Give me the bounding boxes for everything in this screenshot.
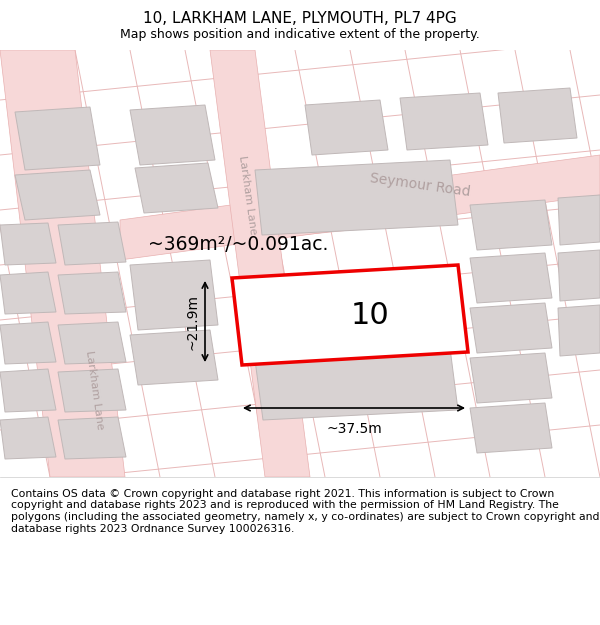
Polygon shape xyxy=(135,163,218,213)
Polygon shape xyxy=(558,195,600,245)
Polygon shape xyxy=(0,50,125,477)
Polygon shape xyxy=(400,93,488,150)
Polygon shape xyxy=(0,417,56,459)
Text: Map shows position and indicative extent of the property.: Map shows position and indicative extent… xyxy=(120,28,480,41)
Text: ~369m²/~0.091ac.: ~369m²/~0.091ac. xyxy=(148,236,328,254)
Polygon shape xyxy=(0,322,56,364)
Polygon shape xyxy=(558,305,600,356)
Text: 10: 10 xyxy=(350,301,389,329)
Polygon shape xyxy=(58,272,126,314)
Text: Larkham Lane: Larkham Lane xyxy=(238,155,259,235)
Polygon shape xyxy=(255,160,458,235)
Polygon shape xyxy=(58,369,126,412)
Polygon shape xyxy=(470,200,552,250)
Polygon shape xyxy=(558,250,600,301)
Polygon shape xyxy=(210,50,310,477)
Polygon shape xyxy=(255,348,458,420)
Polygon shape xyxy=(58,222,126,265)
Polygon shape xyxy=(58,417,126,459)
Polygon shape xyxy=(130,260,218,330)
Polygon shape xyxy=(0,272,56,314)
Polygon shape xyxy=(470,353,552,403)
Polygon shape xyxy=(15,170,100,220)
Text: Larkham Lane: Larkham Lane xyxy=(85,350,106,430)
Text: Seymour Road: Seymour Road xyxy=(369,171,471,199)
Polygon shape xyxy=(0,223,56,265)
Text: ~37.5m: ~37.5m xyxy=(326,422,382,436)
Text: ~21.9m: ~21.9m xyxy=(185,294,199,349)
Polygon shape xyxy=(58,322,126,364)
Polygon shape xyxy=(470,303,552,353)
Text: Contains OS data © Crown copyright and database right 2021. This information is : Contains OS data © Crown copyright and d… xyxy=(11,489,599,534)
Polygon shape xyxy=(470,403,552,453)
Polygon shape xyxy=(130,330,218,385)
Text: 10, LARKHAM LANE, PLYMOUTH, PL7 4PG: 10, LARKHAM LANE, PLYMOUTH, PL7 4PG xyxy=(143,11,457,26)
Polygon shape xyxy=(305,100,388,155)
Polygon shape xyxy=(15,107,100,170)
Polygon shape xyxy=(130,105,215,165)
Polygon shape xyxy=(0,369,56,412)
Polygon shape xyxy=(120,155,600,260)
Polygon shape xyxy=(470,253,552,303)
Polygon shape xyxy=(498,88,577,143)
Polygon shape xyxy=(232,265,468,365)
